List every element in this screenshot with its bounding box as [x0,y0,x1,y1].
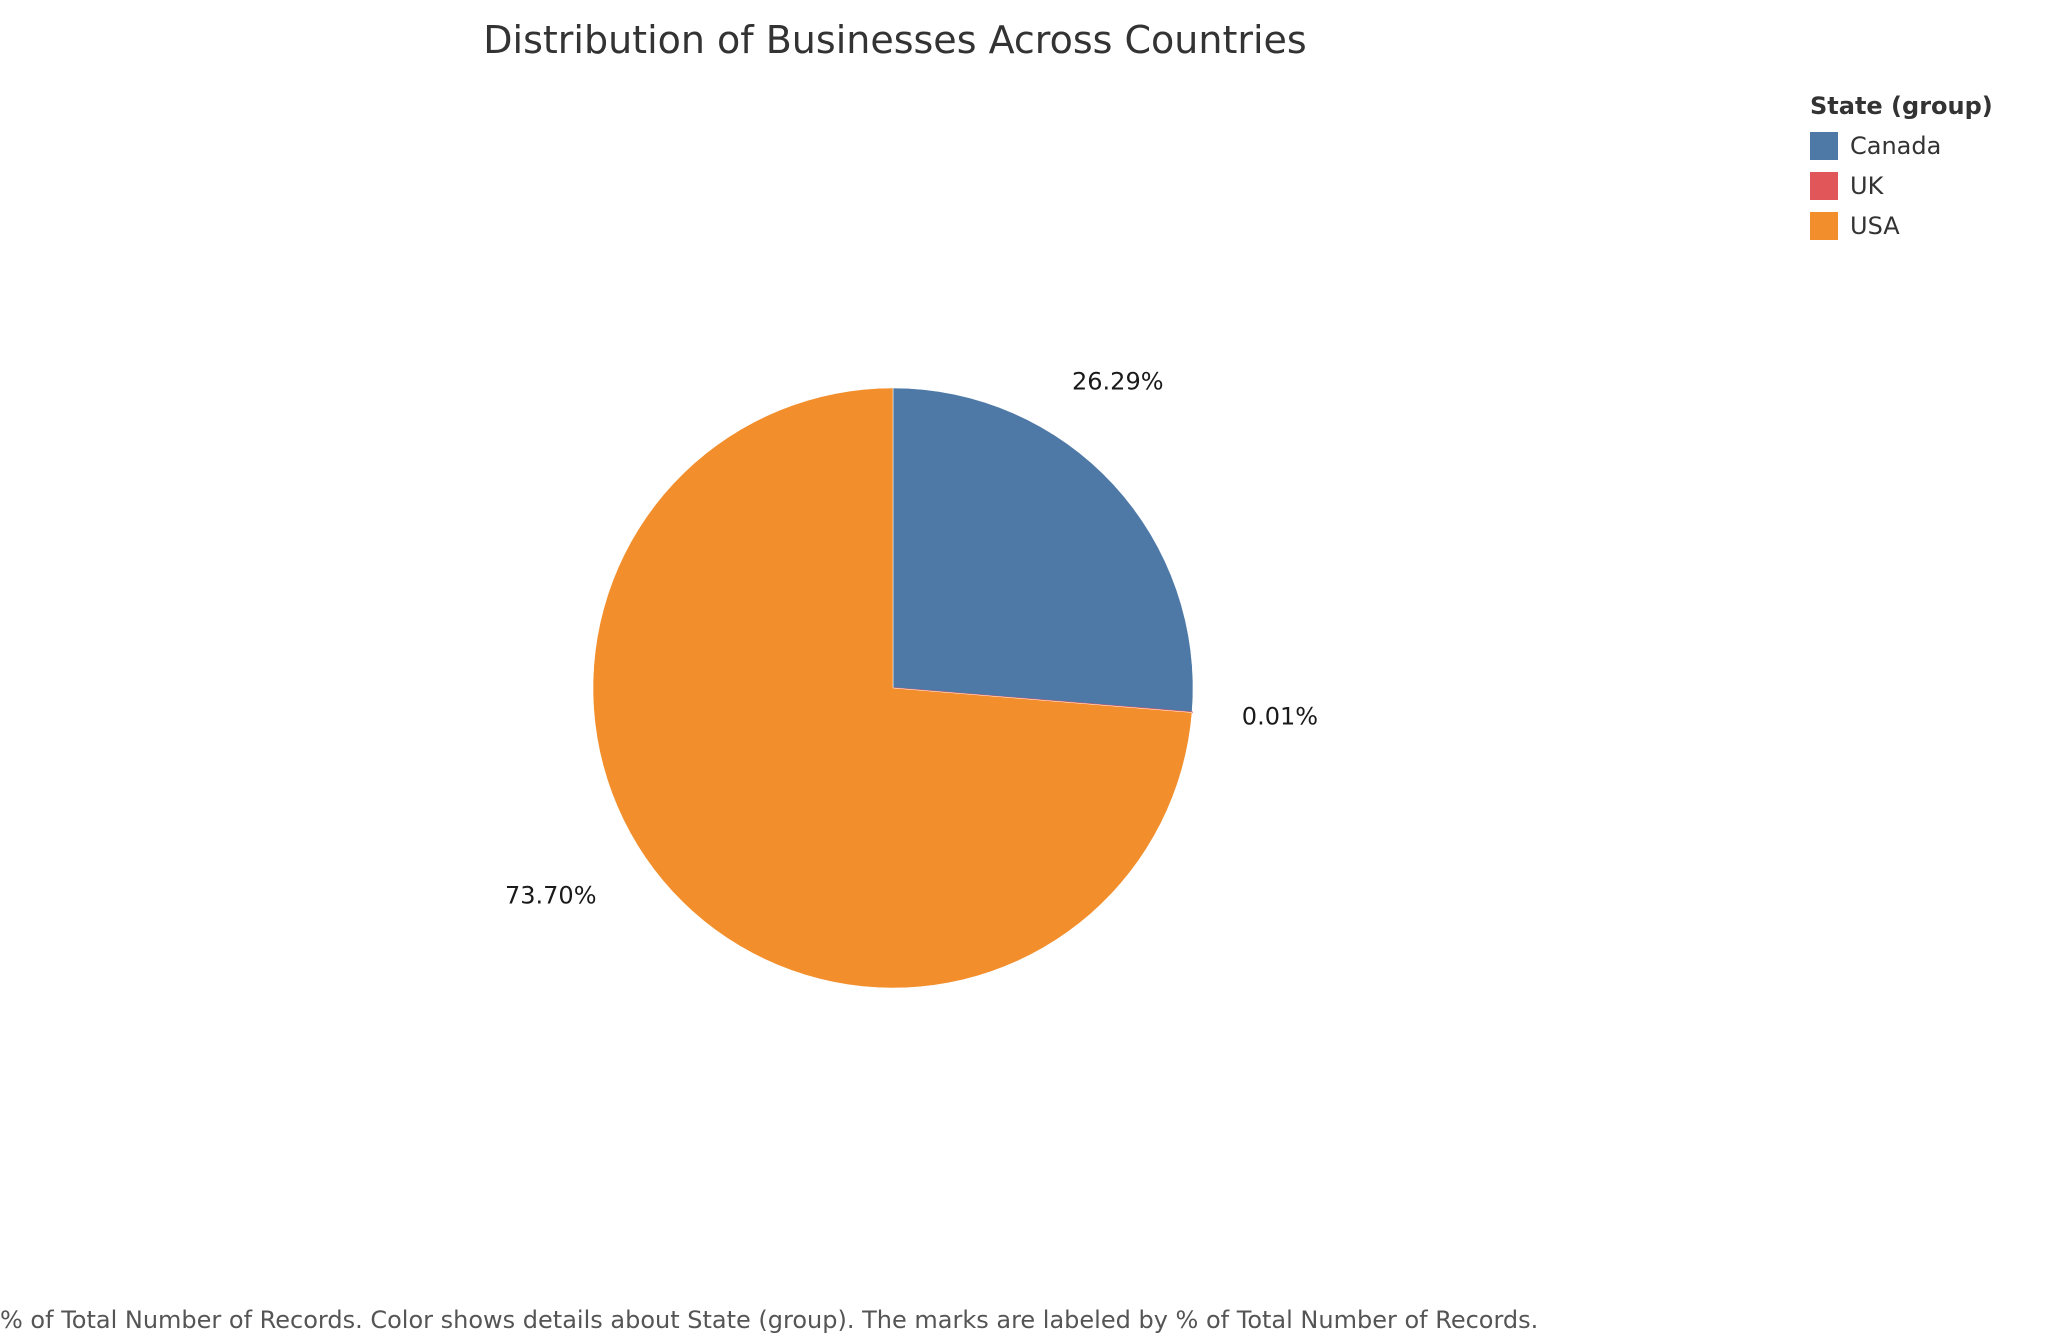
legend-item-usa[interactable]: USA [1810,206,2060,246]
legend: State (group) Canada UK USA [1810,92,2060,246]
pie-slice-usa[interactable] [592,387,1193,989]
pie-slice-canada[interactable] [892,387,1194,713]
legend-item-canada[interactable]: Canada [1810,126,2060,166]
legend-label-uk: UK [1850,172,1884,200]
slice-label-uk: 0.01% [1242,702,1318,730]
legend-swatch-uk [1810,172,1838,200]
pie-slices [592,387,1194,989]
slice-label-canada: 26.29% [1072,368,1164,396]
chart-title: Distribution of Businesses Across Countr… [483,18,1307,62]
legend-label-canada: Canada [1850,132,1942,160]
chart-caption: % of Total Number of Records. Color show… [0,1306,1539,1334]
legend-swatch-canada [1810,132,1838,160]
legend-title: State (group) [1810,92,1993,120]
pie-slice-labels: 26.29% 0.01% 73.70% [505,368,1318,910]
legend-swatch-usa [1810,212,1838,240]
slice-label-usa: 73.70% [505,882,597,910]
legend-label-usa: USA [1850,212,1900,240]
legend-item-uk[interactable]: UK [1810,166,2060,206]
